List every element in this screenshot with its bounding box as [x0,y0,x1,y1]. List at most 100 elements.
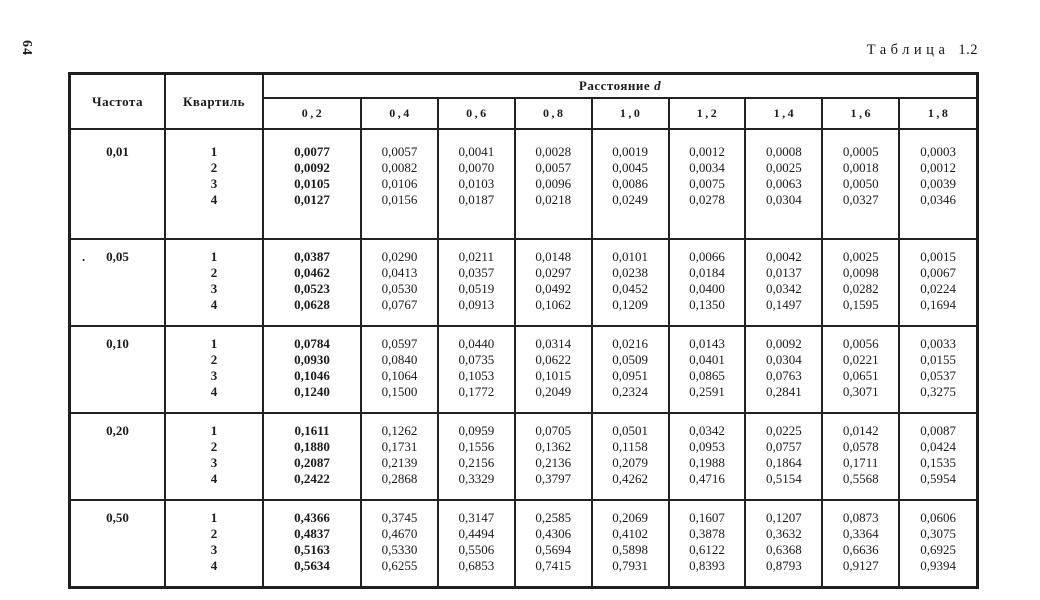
value-cell: 0,5330 [360,542,438,558]
value-cell: 0,0050 [821,176,900,192]
value-cell: 0,9394 [898,558,976,586]
value-cell: 0,2156 [436,455,515,471]
value-cell: 0,0763 [744,368,823,384]
statistics-table: Частота Квартиль Расстояние d 0,2 0,4 0,6 0,… [68,72,979,589]
value-cell: 0,0019 [590,128,669,160]
value-cell: 0,5954 [898,471,976,500]
value-cell: 0,0930 [262,352,361,368]
table-row: 3 0,1046 0,1064 0,1053 0,1015 0,0951 0,0865 0,0… [71,368,976,384]
distance-header-5: 1,0 [590,98,669,130]
frequency-value: 0,20 [106,423,129,438]
table-header: Частота Квартиль Расстояние d 0,2 0,4 0,6 0,… [71,75,976,130]
quartile-cell: 2 [164,265,263,281]
value-cell: 0,1240 [262,384,361,413]
value-cell: 0,4102 [590,526,669,542]
value-cell: 0,0767 [360,297,438,326]
value-cell: 0,1731 [360,439,438,455]
value-cell: 0,0537 [898,368,976,384]
value-cell: 0,1535 [898,455,976,471]
value-cell: 0,0012 [898,160,976,176]
value-cell: 0,0042 [744,238,823,265]
value-cell: 0,4366 [262,499,361,526]
value-cell: 0,0225 [744,412,823,439]
value-cell: 0,0387 [262,238,361,265]
value-cell: 0,0953 [667,439,746,455]
value-cell: 0,1772 [436,384,515,413]
value-cell: 0,0148 [513,238,592,265]
value-cell: 0,0082 [360,160,438,176]
table-row: 2 0,0092 0,0082 0,0070 0,0057 0,0045 0,0034 0,0… [71,160,976,176]
value-cell: 0,0628 [262,297,361,326]
distance-subheader-row: 0,2 0,4 0,6 0,8 1,0 1,2 1,4 1,6 1,8 [71,98,976,130]
frequency-cell: 0,10 [71,325,165,413]
value-cell: 0,0413 [360,265,438,281]
value-cell: 0,0278 [667,192,746,239]
value-cell: 0,0314 [513,325,592,352]
value-cell: 0,0327 [821,192,900,239]
value-cell: 0,0735 [436,352,515,368]
value-cell: 0,0913 [436,297,515,326]
value-cell: 0,6368 [744,542,823,558]
value-cell: 0,0005 [821,128,900,160]
value-cell: 0,2087 [262,455,361,471]
value-cell: 0,1880 [262,439,361,455]
table-row: 0,01 1 0,0077 0,0057 0,0041 0,0028 0,0019 0,001… [71,128,976,239]
value-cell: 0,0622 [513,352,592,368]
value-cell: 0,1595 [821,297,900,326]
value-cell: 0,2324 [590,384,669,413]
quartile-cell: 2 [164,160,263,176]
distance-header-9: 1,8 [898,98,976,130]
value-cell: 0,2585 [513,499,592,526]
value-cell: 0,0784 [262,325,361,352]
value-cell: 0,0127 [262,192,361,239]
value-cell: 0,0087 [898,412,976,439]
distance-header-2: 0,4 [360,98,438,130]
value-cell: 0,0238 [590,265,669,281]
value-cell: 0,2079 [590,455,669,471]
value-cell: 0,2139 [360,455,438,471]
value-cell: 0,0063 [744,176,823,192]
quartile-cell: 1 [164,128,263,160]
quartile-cell: 1 [164,412,263,439]
column-header-distance: Расстояние d [262,75,976,99]
value-cell: 0,1711 [821,455,900,471]
value-cell: 0,5694 [513,542,592,558]
value-cell: 0,3075 [898,526,976,542]
value-cell: 0,3632 [744,526,823,542]
value-cell: 0,0096 [513,176,592,192]
quartile-cell: 2 [164,439,263,455]
value-cell: 0,1046 [262,368,361,384]
value-cell: 0,6853 [436,558,515,586]
value-cell: 0,1611 [262,412,361,439]
value-cell: 0,0606 [898,499,976,526]
quartile-cell: 2 [164,526,263,542]
quartile-cell: 1 [164,238,263,265]
value-cell: 0,0509 [590,352,669,368]
value-cell: 0,1694 [898,297,976,326]
value-cell: 0,2422 [262,471,361,500]
table-row: 0,50 1 0,4366 0,3745 0,3147 0,2585 0,2069 0,160… [71,499,976,586]
value-cell: 0,0015 [898,238,976,265]
quartile-cell: 3 [164,368,263,384]
value-cell: 0,0142 [821,412,900,439]
value-cell: 0,3071 [821,384,900,413]
value-cell: 0,0034 [667,160,746,176]
value-cell: 0,1207 [744,499,823,526]
value-cell: 0,2841 [744,384,823,413]
value-cell: 0,0578 [821,439,900,455]
frequency-cell: . 0,05 [71,238,165,326]
frequency-value: 0,01 [106,144,129,159]
value-cell: 0,0137 [744,265,823,281]
table-row: 4 0,0127 0,0156 0,0187 0,0218 0,0249 0,0278 0,0… [71,192,976,239]
column-header-frequency: Частота [71,75,165,130]
value-cell: 0,3745 [360,499,438,526]
value-cell: 0,7931 [590,558,669,586]
value-cell: 0,6122 [667,542,746,558]
value-cell: 0,0523 [262,281,361,297]
value-cell: 0,4494 [436,526,515,542]
table-row: 2 0,1880 0,1731 0,1556 0,1362 0,1158 0,0953 0,0… [71,439,976,455]
value-cell: 0,0066 [667,238,746,265]
quartile-cell: 2 [164,352,263,368]
value-cell: 0,1053 [436,368,515,384]
value-cell: 0,0492 [513,281,592,297]
